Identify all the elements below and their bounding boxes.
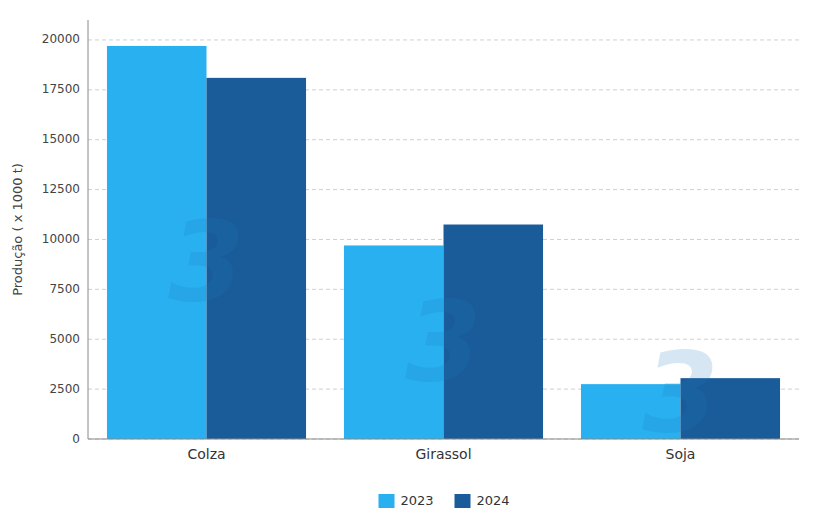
watermark: 3 [405,278,482,406]
y-axis-line [88,20,89,439]
y-tick-label: 7500 [49,282,80,296]
x-ticks: ColzaGirassolSoja [187,446,695,462]
y-tick-label: 2500 [49,382,80,396]
y-tick-label: 12500 [42,182,80,196]
chart: 0 2500 5000 7500 10000 12500 15000 17500 20000 Pr… [0,0,819,529]
legend-label: 2024 [477,493,510,508]
y-tick-label: 15000 [42,132,80,146]
x-tick-label: Girassol [415,446,471,462]
watermark: 3 [168,198,245,326]
legend-swatch [455,494,471,508]
y-tick-label: 5000 [49,332,80,346]
y-axis-label: Produção ( x 1000 t) [10,163,25,296]
legend-label: 2023 [401,493,434,508]
annotations: 3 3 3 [168,198,719,457]
grid-line [88,39,799,40]
y-tick-label: 0 [72,432,80,446]
y-tick-label: 17500 [42,82,80,96]
legend-swatch [379,494,395,508]
y-ticks: 0 2500 5000 7500 10000 12500 15000 17500 20000 [42,32,80,445]
legend: 2023 2024 [379,493,510,509]
y-tick-label: 20000 [42,32,80,46]
x-tick-label: Colza [187,446,225,462]
watermark: 3 [642,329,719,457]
y-tick-label: 10000 [42,232,80,246]
